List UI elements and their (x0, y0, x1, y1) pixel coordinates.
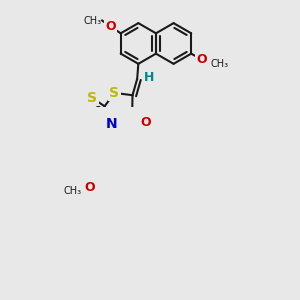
Text: S: S (110, 86, 119, 100)
Text: O: O (141, 116, 151, 129)
Text: S: S (87, 91, 98, 105)
Text: CH₃: CH₃ (83, 16, 101, 26)
Text: H: H (144, 71, 154, 84)
Text: O: O (196, 53, 207, 66)
Text: O: O (105, 20, 116, 33)
Text: CH₃: CH₃ (64, 186, 82, 196)
Text: CH₃: CH₃ (210, 59, 229, 69)
Text: O: O (85, 181, 95, 194)
Text: N: N (106, 117, 117, 131)
